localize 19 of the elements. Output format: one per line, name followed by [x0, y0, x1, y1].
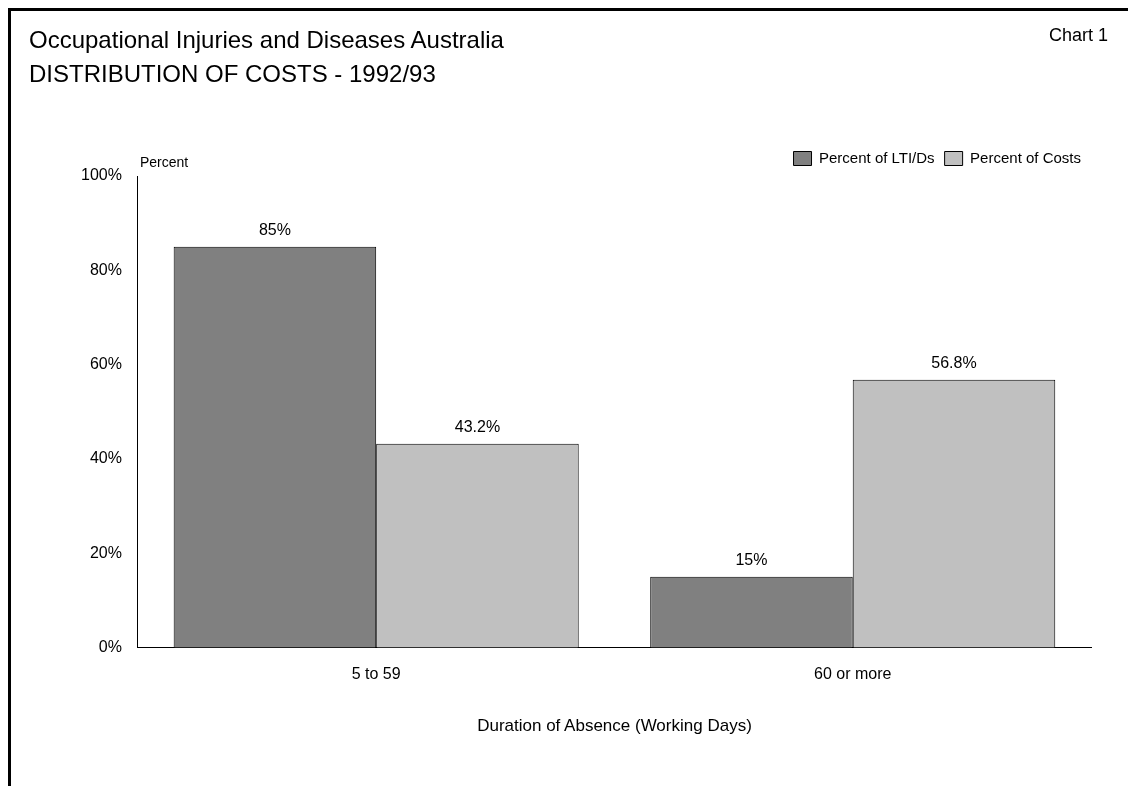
- data-label: 85%: [258, 221, 291, 239]
- legend-label: Percent of LTI/Ds: [819, 148, 935, 166]
- y-tick-label: 0%: [98, 637, 122, 655]
- y-tick-label: 100%: [81, 166, 122, 184]
- caption: Chart 1: [1048, 25, 1108, 46]
- x-axis-title: Duration of Absence (Working Days): [477, 716, 752, 736]
- x-tick-label: 60 or more: [814, 665, 892, 683]
- data-label: 56.8%: [931, 354, 977, 372]
- chart-subtitle: DISTRIBUTION OF COSTS - 1992/93: [29, 59, 437, 89]
- y-tick-label: 80%: [89, 260, 122, 278]
- legend-label: Percent of Costs: [970, 148, 1082, 166]
- y-axis-title: Percent: [139, 153, 189, 170]
- y-tick-label: 60%: [89, 354, 122, 372]
- y-tick-label: 20%: [89, 543, 122, 561]
- x-tick-label: 5 to 59: [351, 665, 401, 683]
- y-tick-label: 40%: [89, 449, 122, 467]
- chart-title: Occupational Injuries and Diseases Australia: [29, 25, 504, 55]
- data-label: 43.2%: [454, 418, 501, 436]
- data-label: 15%: [735, 551, 768, 569]
